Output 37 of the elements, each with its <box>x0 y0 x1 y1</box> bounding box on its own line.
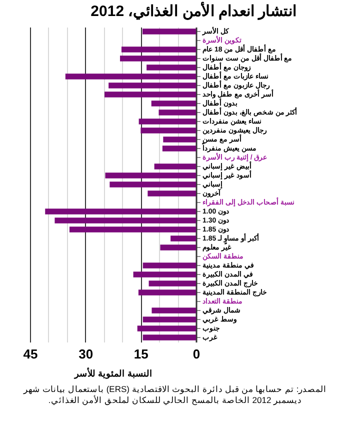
bar <box>151 100 196 106</box>
x-tick-label: 15 <box>134 346 148 362</box>
bar <box>108 82 196 88</box>
x-tick-label: 30 <box>78 346 94 362</box>
bar <box>152 308 196 314</box>
bar <box>160 244 196 250</box>
bar <box>105 172 196 178</box>
bar <box>142 334 196 340</box>
bar <box>148 280 196 286</box>
x-axis-title: النسبة المئوية للأسر <box>73 368 153 380</box>
x-tick-label: 45 <box>23 346 38 362</box>
bar <box>158 110 196 116</box>
bar <box>137 326 196 332</box>
bar <box>104 92 196 98</box>
bar <box>120 56 196 62</box>
bar <box>110 182 196 188</box>
bar <box>162 146 196 152</box>
bar <box>142 316 196 322</box>
bar <box>121 46 196 52</box>
text: المصدر: تم حسابها من قبل دائرة البحوث الاقتصادية (ERS) باستعمال بيانات شهر ديسمبر 2012 الخاصة بالمسح الحالي للسكان لملحق الأمن الغذائي. <box>22 383 328 407</box>
bar <box>133 272 196 278</box>
bar <box>138 290 196 296</box>
bar <box>140 128 196 134</box>
x-tick-label: 0 <box>192 346 200 362</box>
bar <box>69 226 196 232</box>
bar <box>170 236 196 242</box>
bar <box>138 118 196 124</box>
bar <box>54 218 196 224</box>
bar <box>146 64 196 70</box>
bar <box>163 136 196 142</box>
chart-title: انتشار انعدام الأمن الغذائي، 2012 <box>90 1 297 21</box>
bar <box>142 262 196 268</box>
bar <box>154 164 196 170</box>
bar <box>45 208 196 214</box>
bar <box>142 28 196 34</box>
bar <box>148 190 196 196</box>
bar <box>65 74 196 80</box>
